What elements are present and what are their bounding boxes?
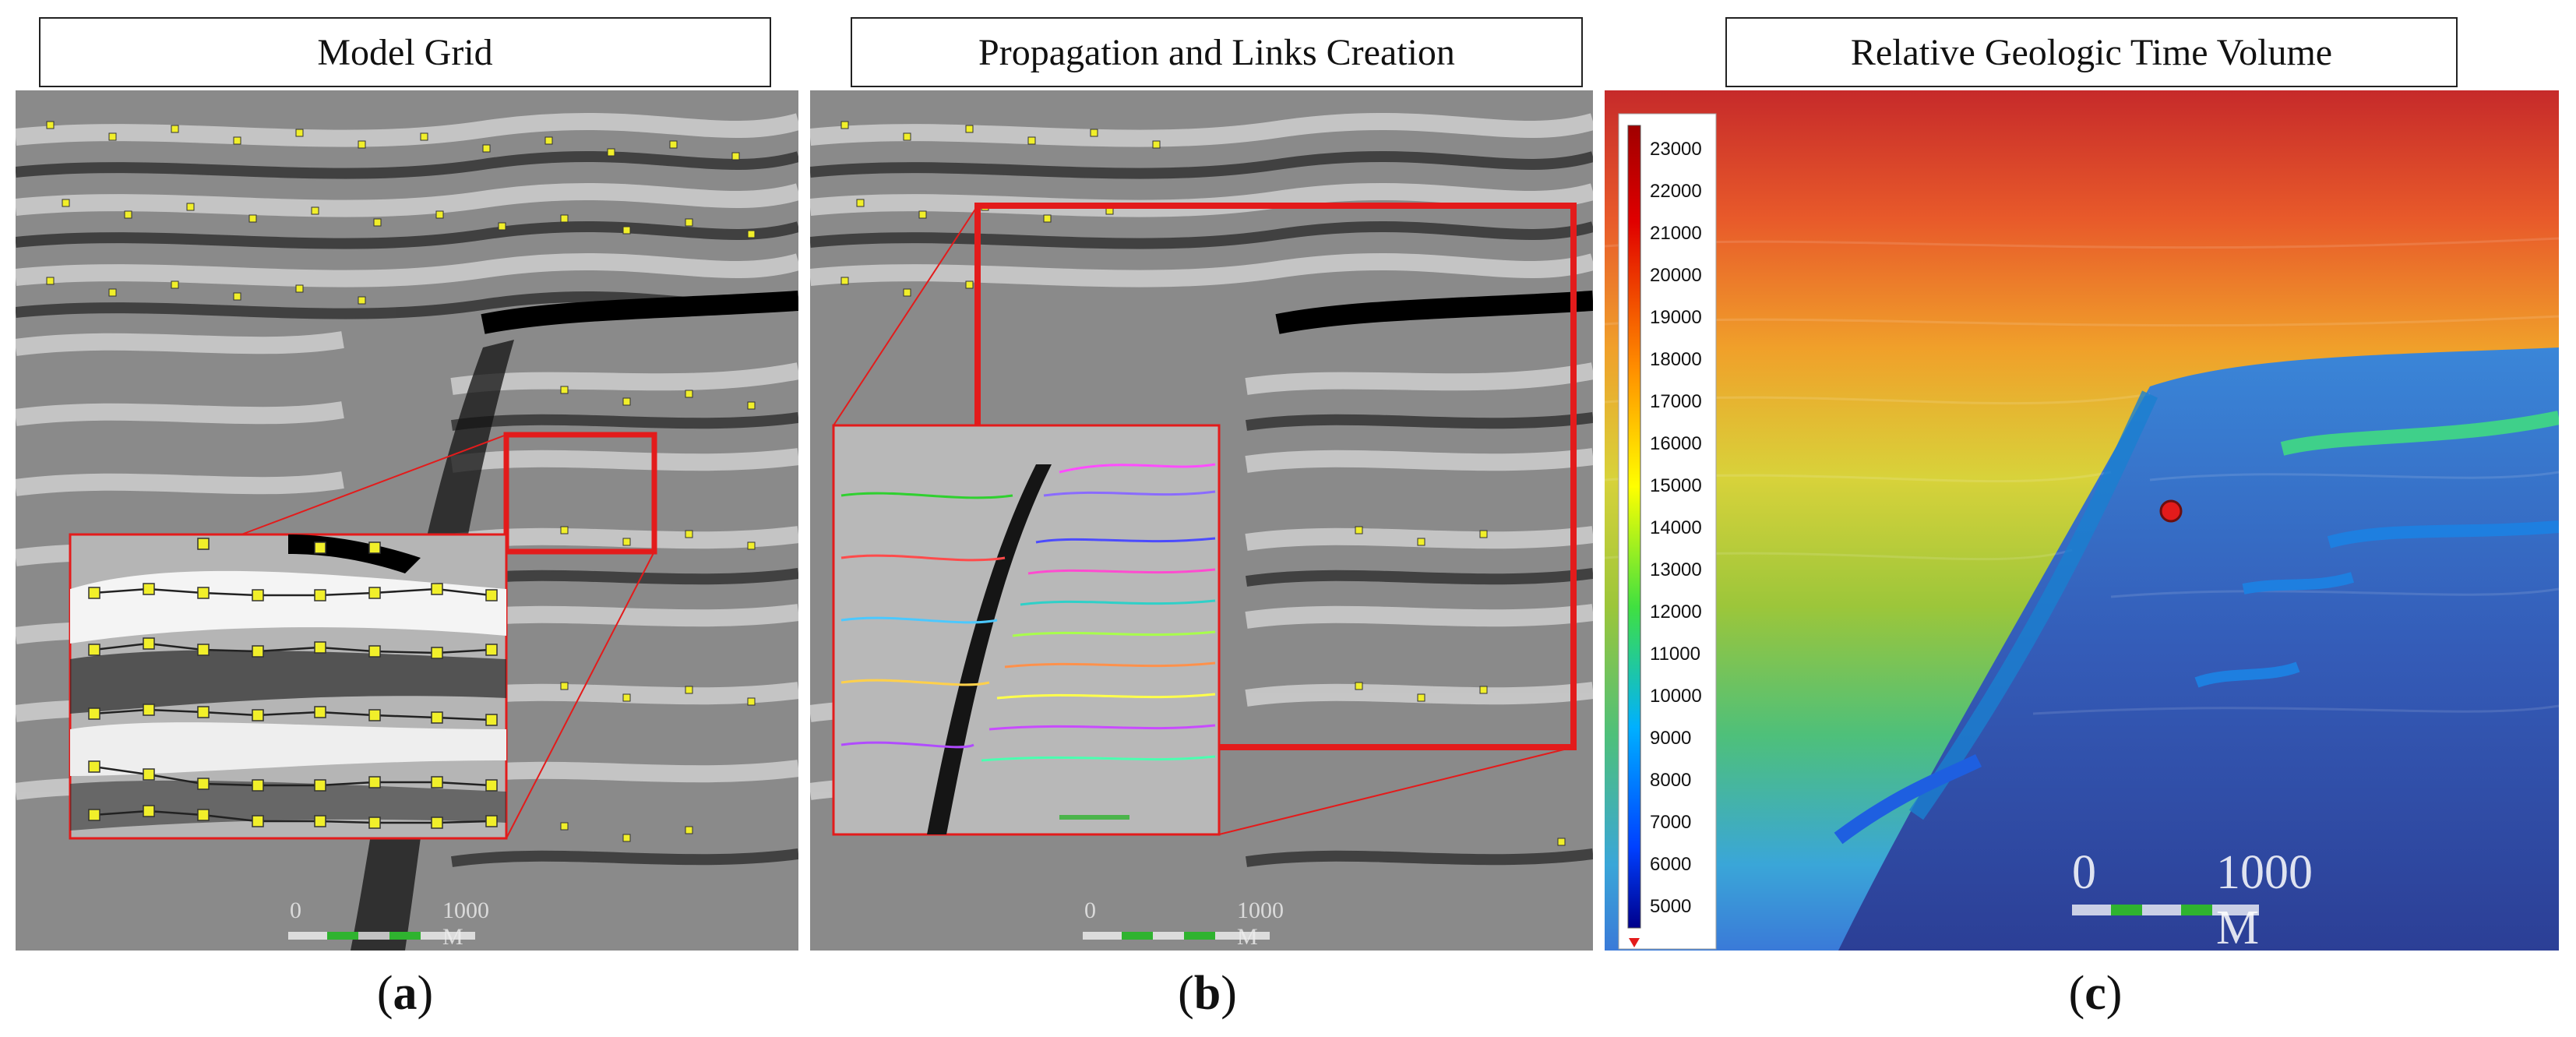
panel-a-seismic xyxy=(16,90,798,951)
colorbar-label-18000: 18000 xyxy=(1650,349,1702,370)
colorbar-label-23000: 23000 xyxy=(1650,139,1702,160)
panel-c-scale-zero: 0 xyxy=(2072,846,2096,899)
colorbar-label-8000: 8000 xyxy=(1650,770,1692,791)
panel-c-rgt-volume xyxy=(1605,90,2559,951)
colorbar-label-14000: 14000 xyxy=(1650,517,1702,538)
colorbar-label-9000: 9000 xyxy=(1650,728,1692,749)
colorbar-label-20000: 20000 xyxy=(1650,265,1702,286)
propagation-seismic-svg xyxy=(810,90,1593,951)
panel-b-scale-zero: 0 xyxy=(1084,898,1096,923)
panel-c-scale-label: 1000 M xyxy=(2216,846,2313,954)
colorbar-label-7000: 7000 xyxy=(1650,812,1692,833)
colorbar-label-22000: 22000 xyxy=(1650,181,1702,202)
propagation-inset xyxy=(832,424,1221,836)
panel-c-title: Relative Geologic Time Volume xyxy=(1725,17,2458,87)
panel-b-scale-label: 1000 M xyxy=(1237,898,1284,950)
panel-b-title: Propagation and Links Creation xyxy=(851,17,1583,87)
colorbar-label-11000: 11000 xyxy=(1650,644,1700,665)
colorbar-label-19000: 19000 xyxy=(1650,307,1702,328)
panel-a-scale-zero: 0 xyxy=(290,898,301,923)
colorbar-label-6000: 6000 xyxy=(1650,854,1692,875)
colorbar-label-13000: 13000 xyxy=(1650,559,1702,580)
model-grid-inset xyxy=(69,533,508,840)
panel-a-scale-label: 1000 M xyxy=(442,898,489,950)
colorbar-label-10000: 10000 xyxy=(1650,686,1702,707)
panel-a-title: Model Grid xyxy=(39,17,771,87)
colorbar-label-21000: 21000 xyxy=(1650,223,1702,244)
model-grid-seismic-svg xyxy=(16,90,798,951)
panel-a-caption: (a) xyxy=(376,967,434,1020)
colorbar-label-12000: 12000 xyxy=(1650,601,1702,623)
colorbar-label-15000: 15000 xyxy=(1650,475,1702,496)
colorbar-label-17000: 17000 xyxy=(1650,391,1702,412)
rgt-volume-svg xyxy=(1605,90,2559,951)
panel-b-caption: (b) xyxy=(1178,967,1237,1020)
panel-b-seismic xyxy=(810,90,1593,951)
colorbar-label-16000: 16000 xyxy=(1650,433,1702,454)
panel-c-caption: (c) xyxy=(2068,967,2123,1020)
colorbar-label-5000: 5000 xyxy=(1650,896,1692,917)
